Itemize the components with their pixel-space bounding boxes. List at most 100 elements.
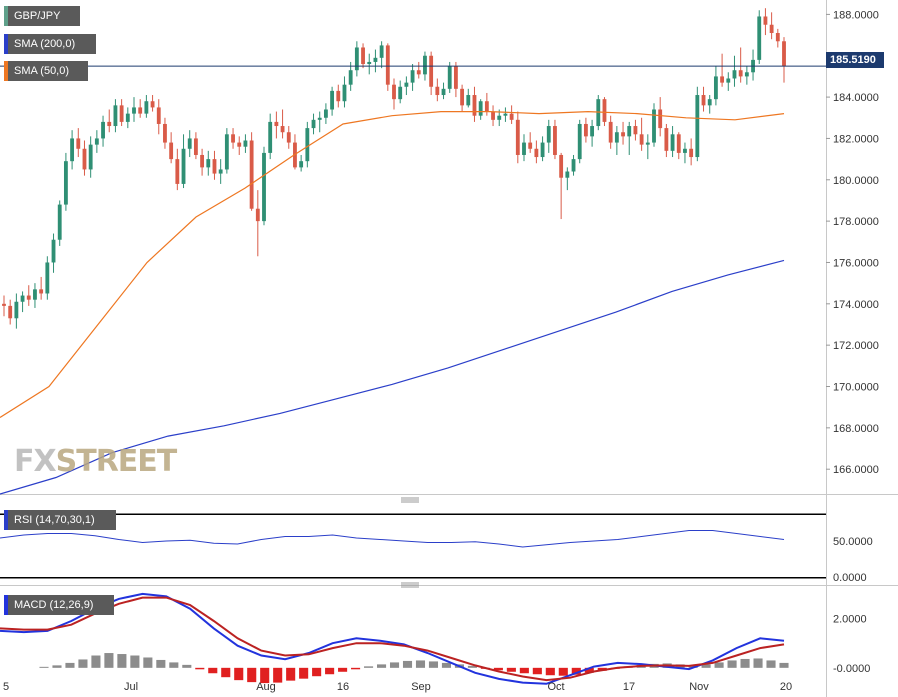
rsi-y-tick-label: 0.0000 xyxy=(833,572,867,584)
candle-body xyxy=(621,132,625,137)
candle-body xyxy=(175,159,180,184)
macd-histogram-bar xyxy=(65,662,75,668)
legend-macd[interactable]: MACD (12,26,9) xyxy=(4,595,114,615)
legend-main[interactable]: GBP/JPY xyxy=(4,6,80,26)
candle-body xyxy=(522,142,526,155)
macd-histogram-bar xyxy=(545,667,555,676)
candle-body xyxy=(33,289,37,300)
candle-body xyxy=(676,134,681,153)
macd-histogram-bar xyxy=(208,667,218,674)
candle-body xyxy=(317,117,322,120)
candle-body xyxy=(429,55,434,87)
sma50-line xyxy=(0,110,785,419)
macd-histogram-bar xyxy=(506,667,516,672)
macd-histogram-bar xyxy=(78,659,88,668)
candle-body xyxy=(683,148,687,153)
candle-body xyxy=(39,289,44,294)
candle-body xyxy=(274,121,279,127)
macd-histogram-bar xyxy=(156,659,166,668)
candle-body xyxy=(590,126,595,137)
candle-body xyxy=(181,148,186,184)
y-tick-label: 166.0000 xyxy=(833,464,879,476)
macd-histogram-bar xyxy=(415,660,426,668)
x-tick-label: Aug xyxy=(256,681,276,693)
candle-body xyxy=(51,239,56,263)
candle-body xyxy=(720,76,725,83)
candle-body xyxy=(262,152,266,222)
candle-body xyxy=(583,123,588,137)
macd-histogram-bar xyxy=(312,667,322,677)
candle-body xyxy=(484,101,489,112)
y-tick-label: 180.0000 xyxy=(833,175,879,187)
candle-body xyxy=(330,90,335,110)
macd-histogram-bar xyxy=(273,667,283,683)
macd-histogram-bar xyxy=(441,662,451,668)
y-tick-label: 176.0000 xyxy=(833,257,879,269)
macd-histogram-bar xyxy=(428,661,439,668)
candle-body xyxy=(94,138,99,145)
candle-body xyxy=(88,144,93,170)
macd-histogram-bar xyxy=(325,667,335,675)
legend-sma50[interactable]: SMA (50,0) xyxy=(4,61,88,81)
candle-body xyxy=(423,55,427,75)
candle-body xyxy=(410,70,415,83)
candle-body xyxy=(404,82,409,87)
candle-body xyxy=(113,105,118,127)
candle-body xyxy=(26,295,31,300)
candle-body xyxy=(627,126,632,137)
candle-body xyxy=(367,61,372,65)
candle-body xyxy=(224,134,229,170)
x-tick-label: 17 xyxy=(623,681,635,693)
legend-macd-swatch xyxy=(4,595,8,615)
candle-body xyxy=(392,84,396,100)
macd-histogram-bar xyxy=(766,660,776,668)
candle-body xyxy=(478,101,483,116)
candle-body xyxy=(658,109,663,129)
candle-body xyxy=(63,161,68,205)
macd-signal-line xyxy=(0,596,785,682)
candle-body xyxy=(503,113,508,116)
macd-histogram-bar xyxy=(389,662,400,668)
candle-body xyxy=(150,101,155,108)
x-tick-label: Jul xyxy=(124,681,138,693)
candle-body xyxy=(2,303,6,306)
candle-body xyxy=(379,45,384,58)
macd-histogram-bar xyxy=(52,665,62,668)
candle-body xyxy=(249,140,254,209)
macd-histogram-bar xyxy=(39,666,49,668)
candle-body xyxy=(169,142,174,160)
y-tick-label: 178.0000 xyxy=(833,216,879,228)
candle-body xyxy=(707,99,712,106)
macd-histogram-bar xyxy=(402,660,413,668)
macd-histogram-bar xyxy=(169,662,179,668)
legend-sma200-swatch xyxy=(4,34,8,54)
candle-body xyxy=(670,134,675,151)
legend-sma200[interactable]: SMA (200,0) xyxy=(4,34,96,54)
y-tick-label: 172.0000 xyxy=(833,340,879,352)
candle-body xyxy=(348,70,353,85)
candle-body xyxy=(757,16,762,60)
candle-body xyxy=(193,138,198,155)
macd-histogram-bar xyxy=(584,667,594,673)
candle-body xyxy=(311,119,316,129)
macd-histogram-bar xyxy=(247,667,257,683)
candle-body xyxy=(286,132,291,143)
candle-body xyxy=(200,154,205,168)
candle-body xyxy=(70,138,75,162)
candle-body xyxy=(472,95,477,116)
macd-histogram-bar xyxy=(338,667,348,672)
legend-main-swatch xyxy=(4,6,8,26)
candle-body xyxy=(76,138,81,149)
legend-rsi[interactable]: RSI (14,70,30,1) xyxy=(4,510,116,530)
y-tick-label: 188.0000 xyxy=(833,9,879,21)
candle-body xyxy=(82,148,87,170)
candle-body xyxy=(769,24,774,34)
candle-body xyxy=(553,126,557,155)
candle-body xyxy=(336,90,341,102)
candle-body xyxy=(453,66,458,89)
candle-body xyxy=(132,107,136,114)
candle-body xyxy=(385,45,390,85)
candle-body xyxy=(540,142,545,158)
